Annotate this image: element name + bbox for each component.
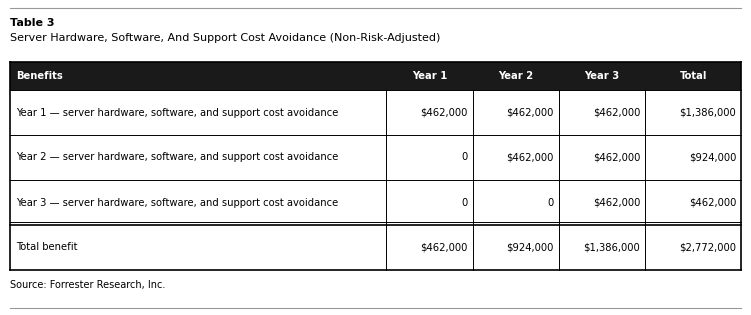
- Text: $2,772,000: $2,772,000: [679, 243, 736, 253]
- Text: Total benefit: Total benefit: [16, 243, 77, 253]
- Text: $1,386,000: $1,386,000: [584, 243, 641, 253]
- Bar: [10, 225, 387, 270]
- Bar: [10, 62, 387, 90]
- Bar: [645, 135, 741, 180]
- Bar: [472, 180, 559, 225]
- Text: 0: 0: [461, 152, 468, 163]
- Bar: [645, 90, 741, 135]
- Text: $462,000: $462,000: [507, 152, 554, 163]
- Bar: [559, 135, 645, 180]
- Bar: [472, 90, 559, 135]
- Bar: [10, 180, 387, 225]
- Bar: [387, 225, 472, 270]
- Bar: [559, 62, 645, 90]
- Text: Year 1 — server hardware, software, and support cost avoidance: Year 1 — server hardware, software, and …: [16, 107, 339, 117]
- Text: $1,386,000: $1,386,000: [679, 107, 736, 117]
- Bar: [559, 180, 645, 225]
- Text: Year 3: Year 3: [584, 71, 620, 81]
- Bar: [559, 225, 645, 270]
- Text: $924,000: $924,000: [689, 152, 736, 163]
- Text: Benefits: Benefits: [16, 71, 63, 81]
- Text: Year 3 — server hardware, software, and support cost avoidance: Year 3 — server hardware, software, and …: [16, 198, 338, 208]
- Bar: [10, 90, 387, 135]
- Bar: [645, 62, 741, 90]
- Text: Year 2: Year 2: [499, 71, 533, 81]
- Text: $462,000: $462,000: [507, 107, 554, 117]
- Text: $462,000: $462,000: [593, 198, 641, 208]
- Bar: [387, 135, 472, 180]
- Bar: [645, 180, 741, 225]
- Bar: [472, 135, 559, 180]
- Bar: [645, 225, 741, 270]
- Text: Year 2 — server hardware, software, and support cost avoidance: Year 2 — server hardware, software, and …: [16, 152, 339, 163]
- Text: $462,000: $462,000: [593, 152, 641, 163]
- Text: 0: 0: [461, 198, 468, 208]
- Text: Server Hardware, Software, And Support Cost Avoidance (Non-Risk-Adjusted): Server Hardware, Software, And Support C…: [10, 33, 440, 43]
- Text: 0: 0: [547, 198, 554, 208]
- Text: $462,000: $462,000: [421, 107, 468, 117]
- Text: $924,000: $924,000: [507, 243, 554, 253]
- Bar: [387, 180, 472, 225]
- Text: Total: Total: [680, 71, 707, 81]
- Text: $462,000: $462,000: [689, 198, 736, 208]
- Bar: [559, 90, 645, 135]
- Bar: [10, 135, 387, 180]
- Text: Source: Forrester Research, Inc.: Source: Forrester Research, Inc.: [10, 280, 165, 290]
- Bar: [387, 90, 472, 135]
- Bar: [472, 62, 559, 90]
- Bar: [387, 62, 472, 90]
- Text: $462,000: $462,000: [421, 243, 468, 253]
- Text: Year 1: Year 1: [412, 71, 448, 81]
- Text: $462,000: $462,000: [593, 107, 641, 117]
- Bar: [472, 225, 559, 270]
- Text: Table 3: Table 3: [10, 18, 55, 28]
